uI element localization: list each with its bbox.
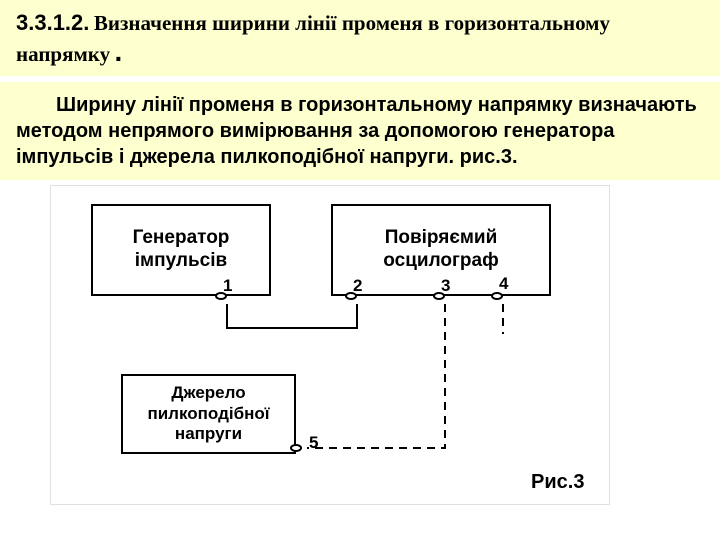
connector-4 xyxy=(491,292,503,300)
diagram-container: Генератор імпульсів Повіряємий осцилогра… xyxy=(50,185,610,505)
section-number: 3.3.1.2. xyxy=(16,10,89,35)
description-block: Ширину лінії променя в горизонтальному н… xyxy=(0,82,720,180)
connector-1 xyxy=(215,292,227,300)
connector-3 xyxy=(433,292,445,300)
connector-2 xyxy=(345,292,357,300)
box-generator: Генератор імпульсів xyxy=(91,204,271,296)
box-generator-text: Генератор імпульсів xyxy=(133,227,230,273)
port-label-4: 4 xyxy=(499,274,508,294)
diagram-area: Генератор імпульсів Повіряємий осцилогра… xyxy=(0,180,720,520)
box-oscilloscope-text: Повіряємий осцилограф xyxy=(383,227,498,273)
figure-caption: Рис.3 xyxy=(531,471,584,494)
header-block: 3.3.1.2. Визначення ширини лінії променя… xyxy=(0,0,720,76)
box-source-text: Джерело пилкоподібної напруги xyxy=(147,383,269,444)
section-dot: . xyxy=(115,36,123,67)
box-source: Джерело пилкоподібної напруги xyxy=(121,374,296,454)
port-label-5: 5 xyxy=(309,433,318,453)
connector-5 xyxy=(290,444,302,452)
section-title: Визначення ширини лінії променя в горизо… xyxy=(16,11,610,66)
description-text: Ширину лінії променя в горизонтальному н… xyxy=(16,92,704,170)
